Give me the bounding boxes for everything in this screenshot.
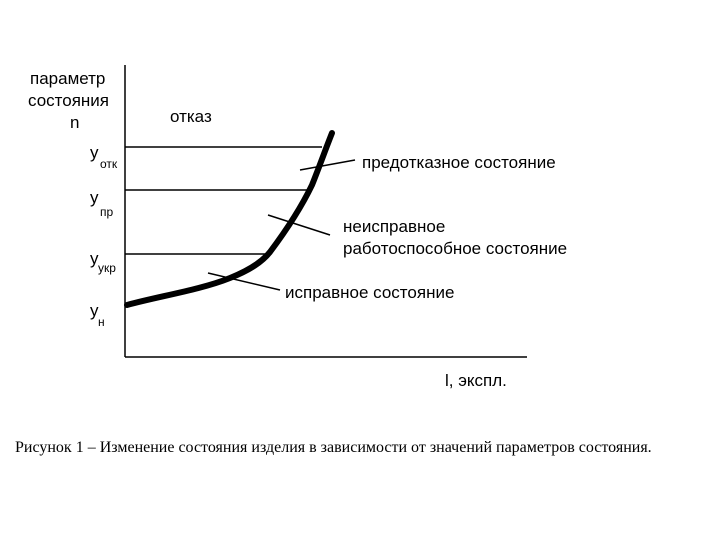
state-curve [124,130,335,308]
y-axis-label: состояния [28,91,109,110]
level-symbol: у [90,301,99,320]
leader-line [267,214,331,236]
failure-label: отказ [170,107,212,126]
y-axis-label: параметр [30,69,105,88]
x-axis-label: l, экспл. [445,371,507,390]
leader-line [207,272,281,291]
region-label: предотказное состояние [362,153,556,172]
region-label: исправное состояние [285,283,454,302]
y-axis-label: n [70,113,79,132]
level-symbol: у [90,143,99,162]
level-symbol: у [90,249,99,268]
level-subscript: укр [98,261,116,275]
caption: Рисунок 1 – Изменение состояния изделия … [15,439,652,456]
leader-line [299,159,356,171]
level-symbol: у [90,188,99,207]
level-subscript: отк [100,157,118,171]
region-label: неисправное [343,217,445,236]
region-label: работоспособное состояние [343,239,567,258]
level-subscript: н [98,315,105,329]
level-subscript: пр [100,205,113,219]
axes [124,65,527,358]
